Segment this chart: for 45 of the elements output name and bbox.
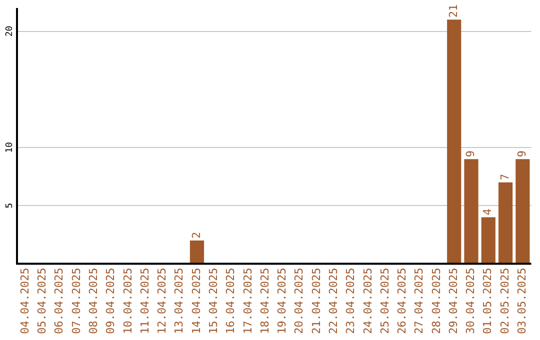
x-tick-label: 04.04.2025 — [18, 268, 32, 334]
x-tick-label: 17.04.2025 — [241, 268, 254, 334]
x-tick-label: 30.04.2025 — [464, 268, 478, 334]
x-tick-label: 07.04.2025 — [70, 268, 83, 334]
x-tick-label: 15.04.2025 — [206, 268, 220, 334]
x-tick-label: 01.05.2025 — [481, 268, 494, 334]
x-tick-label: 25.04.2025 — [378, 268, 392, 334]
x-tick-label: 05.04.2025 — [36, 268, 49, 334]
bar — [190, 240, 204, 264]
x-tick-label: 14.04.2025 — [190, 268, 203, 334]
x-tick-label: 19.04.2025 — [276, 268, 289, 334]
x-tick-label: 20.04.2025 — [292, 268, 306, 334]
data-label: 21 — [446, 4, 460, 18]
x-tick-label: 10.04.2025 — [121, 268, 134, 334]
y-tick-label: 10 — [4, 142, 15, 153]
x-tick-label: 24.04.2025 — [361, 268, 374, 334]
x-tick-label: 12.04.2025 — [156, 268, 169, 334]
data-label: 7 — [498, 174, 512, 180]
x-tick-label: 11.04.2025 — [138, 268, 152, 334]
data-label: 2 — [190, 232, 203, 239]
data-label: 4 — [481, 208, 494, 216]
bar — [516, 159, 530, 264]
bar — [481, 217, 496, 264]
x-tick-label: 06.04.2025 — [52, 268, 66, 334]
x-tick-label: 28.04.2025 — [430, 268, 443, 334]
x-tick-label: 13.04.2025 — [172, 268, 186, 334]
data-label: 9 — [464, 150, 478, 158]
x-tick-label: 23.04.2025 — [344, 268, 358, 334]
x-tick-label: 29.04.2025 — [446, 268, 460, 334]
x-tick-label: 18.04.2025 — [258, 268, 272, 334]
x-tick-label: 21.04.2025 — [310, 268, 323, 334]
bar — [447, 20, 462, 264]
bar — [464, 159, 478, 264]
x-tick-label: 08.04.2025 — [86, 268, 100, 334]
x-tick-label: 26.04.2025 — [396, 268, 409, 334]
x-tick-label: 27.04.2025 — [412, 268, 426, 334]
x-tick-label: 22.04.2025 — [326, 268, 340, 334]
x-tick-label: 16.04.2025 — [224, 268, 238, 334]
y-tick-label: 5 — [4, 202, 15, 208]
data-label: 9 — [516, 150, 529, 158]
x-tick-label: 02.05.2025 — [498, 268, 512, 334]
x-tick-label: 03.05.2025 — [516, 268, 529, 334]
bar — [498, 182, 513, 264]
x-tick-label: 09.04.2025 — [104, 268, 118, 334]
y-tick-label: 20 — [4, 26, 15, 37]
